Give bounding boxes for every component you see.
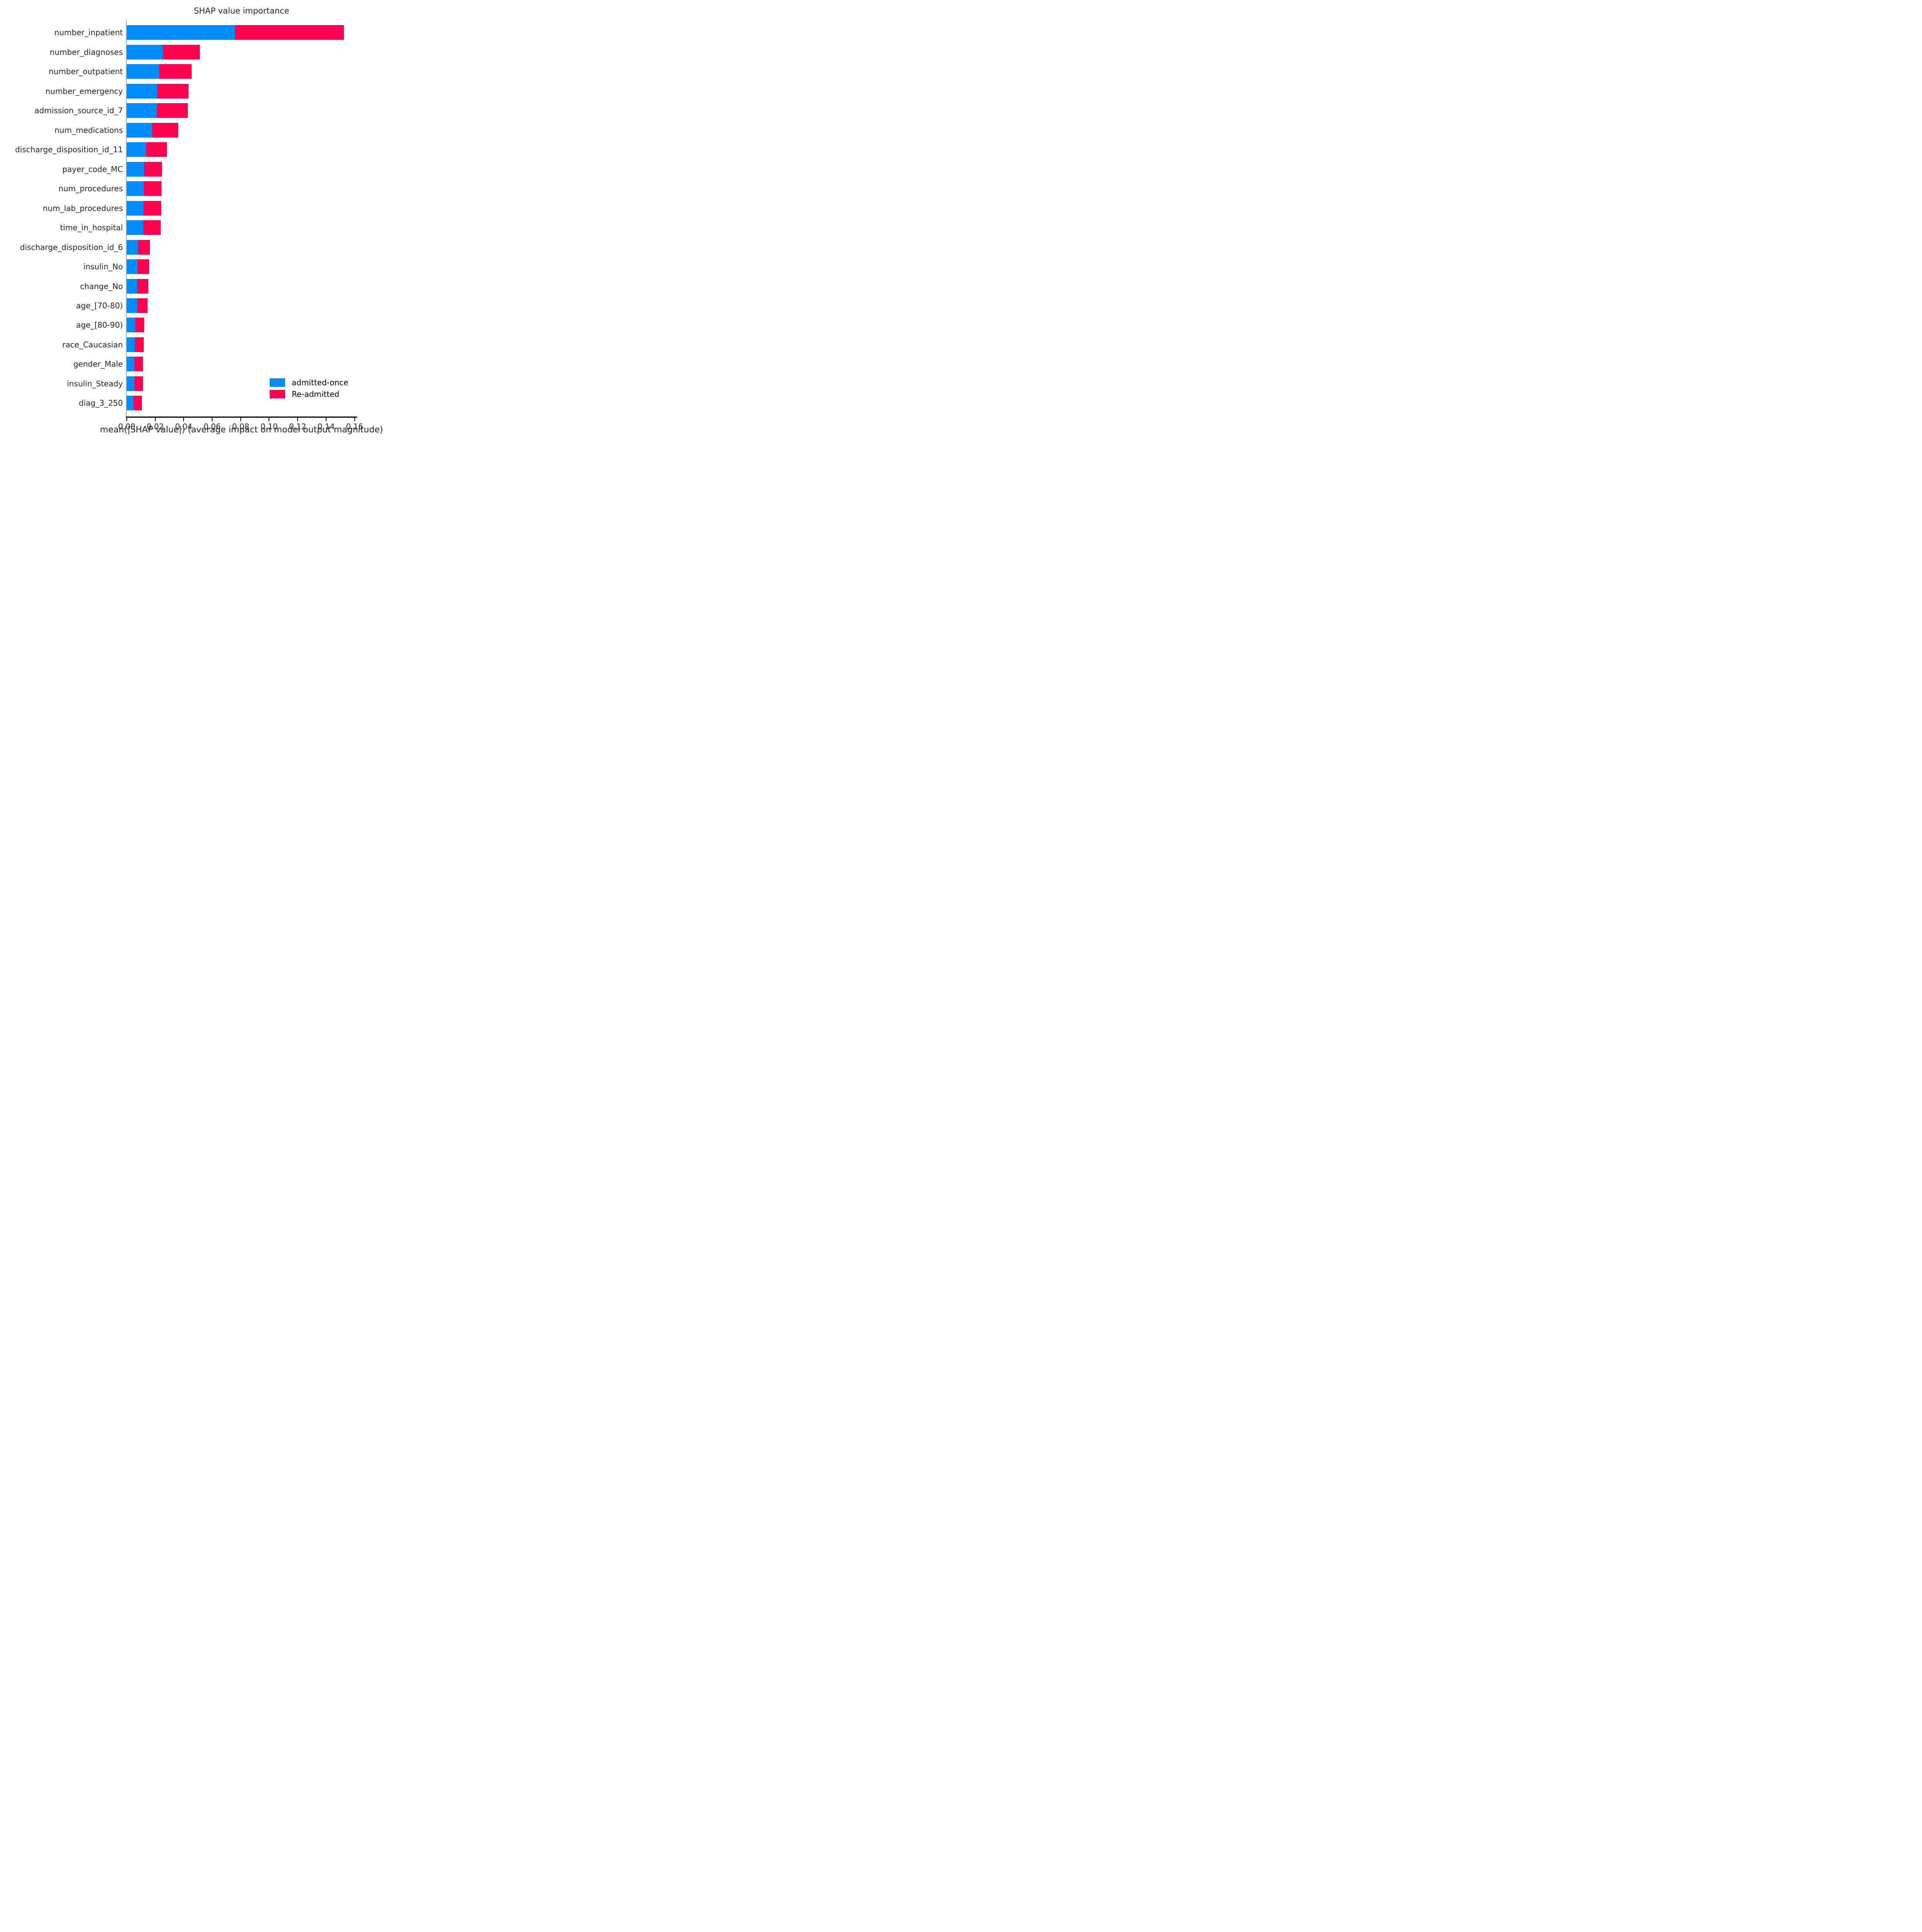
bar-num_lab_procedures-admitted-once [127, 201, 144, 216]
y-label-admission_source_id_7: admission_source_id_7 [34, 106, 123, 116]
x-tick-mark-0.02 [155, 418, 156, 421]
bar-num_medications-Re-admitted [152, 122, 179, 138]
bar-insulin_No-Re-admitted [138, 259, 150, 274]
bar-age_[80-90)-admitted-once [127, 318, 135, 333]
y-label-payer_code_MC: payer_code_MC [62, 164, 123, 174]
x-tick-mark-0.08 [240, 418, 241, 421]
y-label-number_outpatient: number_outpatient [49, 67, 123, 77]
bar-gender_Male-admitted-once [127, 357, 135, 372]
bar-number_outpatient-admitted-once [127, 64, 159, 79]
bar-discharge_disposition_id_6-admitted-once [127, 240, 138, 255]
x-axis-spine [126, 417, 357, 418]
bar-number_inpatient-Re-admitted [235, 25, 344, 40]
bar-number_outpatient-Re-admitted [159, 64, 192, 79]
y-label-num_procedures: num_procedures [58, 184, 123, 194]
bar-number_diagnoses-admitted-once [127, 44, 163, 60]
bar-payer_code_MC-Re-admitted [144, 162, 162, 177]
bar-change_No-Re-admitted [137, 279, 148, 294]
legend-row-admitted-once: admitted-once [270, 378, 348, 387]
bar-insulin_Steady-admitted-once [127, 376, 134, 391]
x-tick-label-0.04: 0.04 [175, 422, 192, 431]
legend-label-re-admitted: Re-admitted [292, 389, 340, 399]
chart-title: SHAP value importance [194, 6, 289, 15]
bar-time_in_hospital-Re-admitted [143, 220, 161, 235]
x-tick-label-0.06: 0.06 [203, 422, 221, 431]
bar-race_Caucasian-Re-admitted [134, 337, 144, 352]
y-label-insulin_Steady: insulin_Steady [67, 379, 123, 388]
bar-admission_source_id_7-Re-admitted [157, 103, 188, 118]
x-tick-mark-0.06 [212, 418, 213, 421]
y-label-num_lab_procedures: num_lab_procedures [43, 203, 123, 213]
y-label-num_medications: num_medications [54, 125, 123, 135]
legend-swatch-admitted-once [270, 378, 285, 387]
x-tick-label-0.12: 0.12 [289, 422, 306, 431]
x-tick-mark-0.14 [325, 418, 327, 421]
bar-num_procedures-Re-admitted [143, 181, 162, 196]
y-label-number_diagnoses: number_diagnoses [49, 47, 123, 57]
bar-insulin_Steady-Re-admitted [134, 376, 143, 391]
x-tick-label-0.02: 0.02 [146, 422, 164, 431]
bar-number_emergency-admitted-once [127, 83, 158, 99]
bar-number_emergency-Re-admitted [157, 83, 189, 99]
legend-swatch-re-admitted [270, 390, 285, 398]
y-label-change_No: change_No [80, 281, 123, 291]
bar-age_[80-90)-Re-admitted [135, 318, 145, 333]
bar-age_[70-80)-admitted-once [127, 298, 137, 313]
x-tick-label-0.16: 0.16 [346, 422, 363, 431]
x-tick-mark-0.12 [297, 418, 298, 421]
y-label-race_Caucasian: race_Caucasian [62, 340, 123, 349]
x-tick-label-0.10: 0.10 [260, 422, 278, 431]
bar-gender_Male-Re-admitted [134, 357, 143, 372]
legend-label-admitted-once: admitted-once [292, 378, 349, 387]
bar-discharge_disposition_id_11-Re-admitted [146, 142, 167, 157]
y-label-discharge_disposition_id_11: discharge_disposition_id_11 [15, 145, 123, 155]
x-tick-label-0.00: 0.00 [118, 422, 136, 431]
bar-num_procedures-admitted-once [127, 181, 144, 196]
bar-discharge_disposition_id_11-admitted-once [127, 142, 146, 157]
y-label-insulin_No: insulin_No [83, 262, 123, 272]
bar-insulin_No-admitted-once [127, 259, 138, 274]
bar-payer_code_MC-admitted-once [127, 162, 144, 177]
y-label-number_emergency: number_emergency [45, 86, 123, 96]
bar-admission_source_id_7-admitted-once [127, 103, 157, 118]
y-label-diag_3_250: diag_3_250 [78, 398, 123, 408]
x-tick-label-0.08: 0.08 [232, 422, 250, 431]
legend-row-re-admitted: Re-admitted [270, 389, 348, 399]
y-label-time_in_hospital: time_in_hospital [60, 223, 123, 233]
bar-time_in_hospital-admitted-once [127, 220, 144, 235]
x-axis-title: mean(|SHAP value|) (average impact on mo… [100, 425, 383, 435]
bar-number_inpatient-admitted-once [127, 25, 235, 40]
bar-change_No-admitted-once [127, 279, 138, 294]
x-tick-mark-0.04 [183, 418, 184, 421]
x-tick-mark-0.16 [354, 418, 355, 421]
y-label-age_[70-80): age_[70-80) [76, 301, 123, 310]
x-tick-mark-0.00 [126, 418, 127, 421]
bar-discharge_disposition_id_6-Re-admitted [138, 240, 150, 255]
bar-diag_3_250-admitted-once [127, 396, 134, 411]
bar-number_diagnoses-Re-admitted [163, 44, 200, 60]
bar-num_medications-admitted-once [127, 122, 152, 138]
y-label-age_[80-90): age_[80-90) [76, 320, 123, 330]
bar-race_Caucasian-admitted-once [127, 337, 135, 352]
y-axis-spine [126, 19, 127, 418]
bar-age_[70-80)-Re-admitted [137, 298, 148, 313]
y-label-discharge_disposition_id_6: discharge_disposition_id_6 [20, 242, 123, 252]
x-tick-label-0.14: 0.14 [317, 422, 335, 431]
y-label-gender_Male: gender_Male [73, 359, 123, 369]
bar-num_lab_procedures-Re-admitted [143, 201, 162, 216]
bar-diag_3_250-Re-admitted [134, 396, 142, 411]
y-label-number_inpatient: number_inpatient [54, 28, 123, 37]
legend: admitted-once Re-admitted [270, 378, 348, 401]
